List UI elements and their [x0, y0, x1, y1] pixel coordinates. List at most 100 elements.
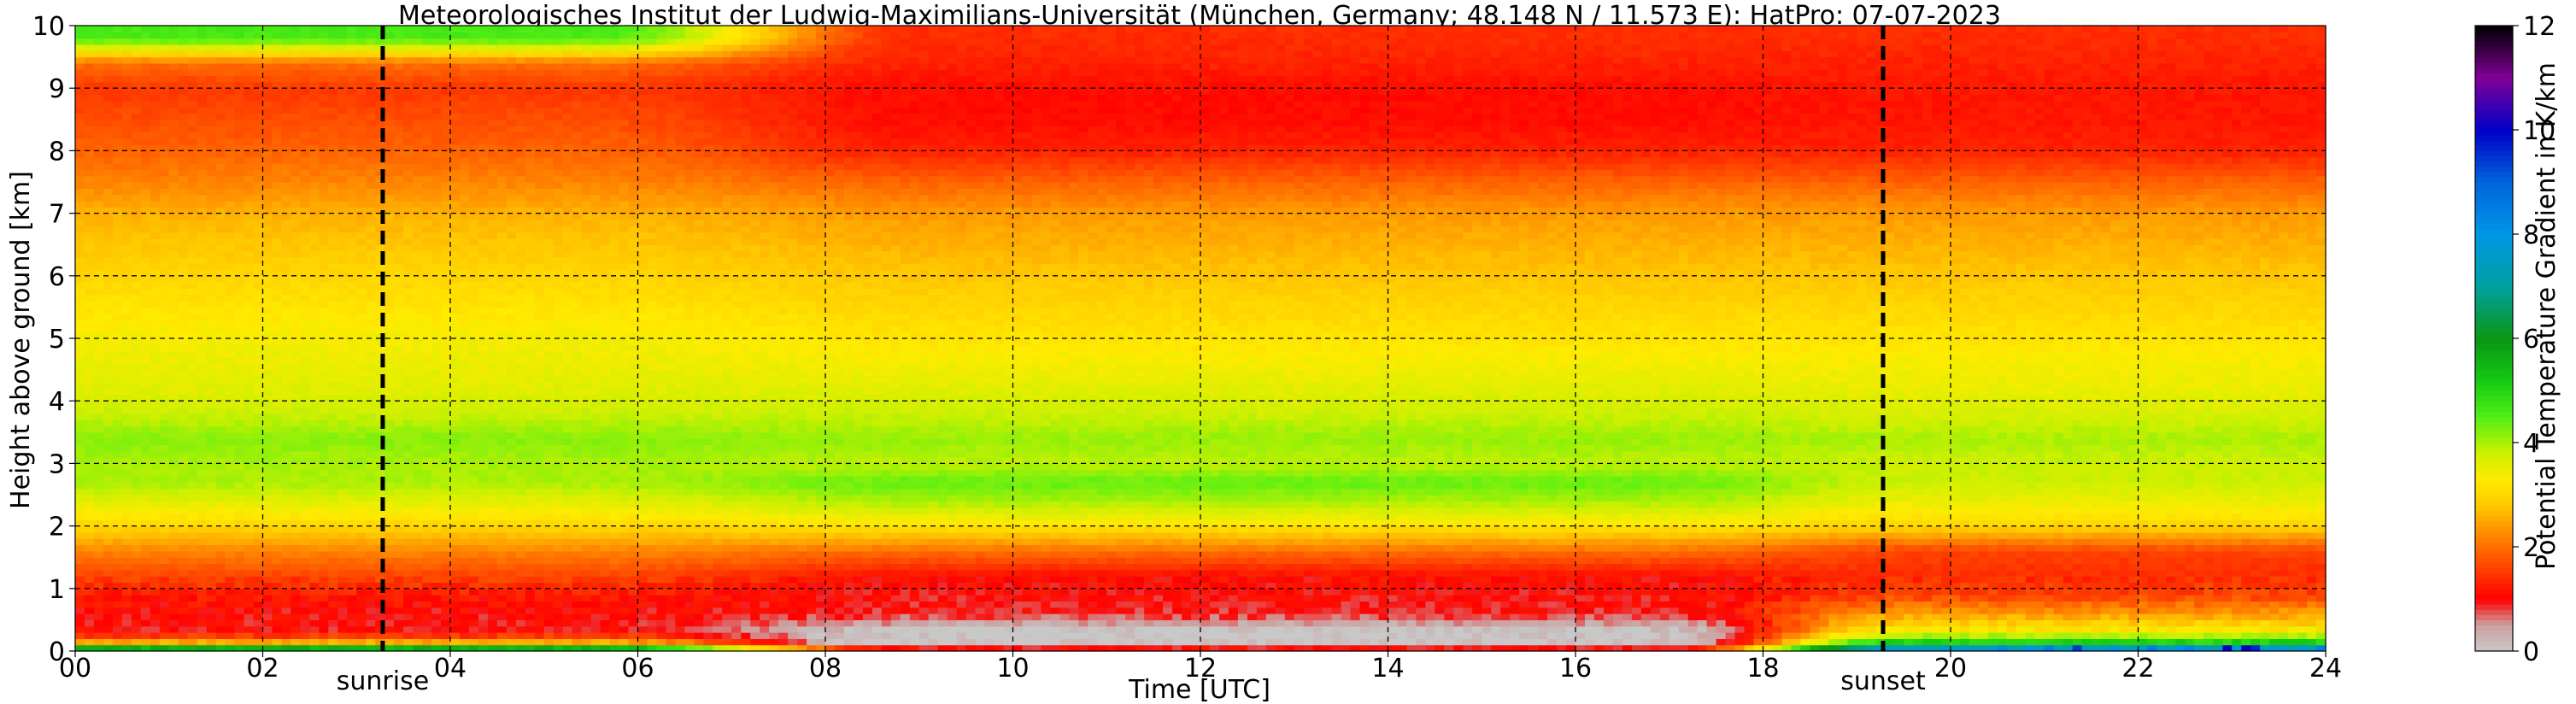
heatmap-cell — [235, 95, 245, 102]
heatmap-cell — [328, 257, 338, 264]
heatmap-cell — [160, 157, 170, 164]
heatmap-cell — [337, 188, 348, 195]
heatmap-cell — [469, 32, 479, 38]
heatmap-cell — [347, 408, 357, 414]
heatmap-cell — [290, 126, 301, 132]
heatmap-cell — [460, 238, 470, 245]
heatmap-cell — [244, 107, 255, 114]
heatmap-cell — [497, 451, 508, 458]
heatmap-cell — [141, 314, 151, 320]
heatmap-cell — [226, 50, 236, 57]
heatmap-cell — [469, 557, 479, 564]
heatmap-cell — [263, 370, 273, 377]
heatmap-cell — [75, 32, 85, 38]
heatmap-cell — [403, 295, 414, 302]
heatmap-cell — [75, 182, 85, 189]
heatmap-cell — [309, 138, 320, 145]
heatmap-cell — [263, 564, 273, 571]
heatmap-cell — [235, 532, 245, 539]
heatmap-cell — [525, 195, 536, 202]
heatmap-cell — [141, 38, 151, 45]
heatmap-cell — [272, 363, 282, 370]
heatmap-cell — [497, 414, 508, 420]
heatmap-cell — [328, 632, 338, 639]
heatmap-cell — [413, 138, 423, 145]
heatmap-cell — [122, 176, 132, 183]
heatmap-cell — [207, 507, 217, 514]
heatmap-cell — [319, 607, 329, 614]
heatmap-cell — [216, 476, 226, 483]
heatmap-cell — [450, 195, 461, 202]
heatmap-cell — [431, 182, 442, 189]
heatmap-cell — [347, 32, 357, 38]
heatmap-cell — [441, 419, 451, 426]
heatmap-cell — [469, 101, 479, 108]
heatmap-cell — [460, 538, 470, 545]
heatmap-cell — [366, 326, 376, 332]
heatmap-cell — [103, 489, 114, 496]
heatmap-cell — [507, 408, 517, 414]
heatmap-cell — [525, 50, 536, 57]
heatmap-cell — [403, 463, 414, 470]
heatmap-cell — [356, 214, 367, 220]
heatmap-cell — [507, 120, 517, 126]
heatmap-cell — [394, 301, 404, 308]
heatmap-cell — [441, 138, 451, 145]
heatmap-cell — [309, 451, 320, 458]
heatmap-cell — [535, 69, 545, 76]
heatmap-cell — [319, 363, 329, 370]
heatmap-cell — [254, 32, 264, 38]
heatmap-cell — [75, 107, 85, 114]
heatmap-cell — [497, 257, 508, 264]
heatmap-cell — [516, 314, 526, 320]
heatmap-cell — [160, 26, 170, 32]
heatmap-cell — [347, 251, 357, 258]
heatmap-cell — [488, 113, 498, 120]
heatmap-cell — [254, 601, 264, 607]
heatmap-cell — [516, 50, 526, 57]
heatmap-cell — [478, 26, 489, 32]
heatmap-cell — [169, 564, 179, 571]
heatmap-cell — [431, 476, 442, 483]
heatmap-cell — [244, 176, 255, 183]
heatmap-cell — [403, 526, 414, 533]
heatmap-cell — [328, 495, 338, 502]
heatmap-cell — [441, 382, 451, 389]
heatmap-cell — [422, 107, 432, 114]
heatmap-cell — [469, 476, 479, 483]
heatmap-cell — [488, 576, 498, 583]
heatmap-cell — [169, 50, 179, 57]
heatmap-cell — [263, 32, 273, 38]
heatmap-cell — [281, 545, 291, 552]
heatmap-cell — [337, 432, 348, 439]
heatmap-cell — [507, 263, 517, 270]
heatmap-cell — [197, 595, 208, 601]
heatmap-cell — [281, 414, 291, 420]
heatmap-cell — [244, 301, 255, 308]
heatmap-cell — [226, 226, 236, 232]
heatmap-cell — [254, 501, 264, 507]
heatmap-cell — [309, 638, 320, 645]
heatmap-cell — [469, 619, 479, 626]
heatmap-cell — [244, 320, 255, 326]
heatmap-cell — [75, 589, 85, 595]
heatmap-cell — [394, 632, 404, 639]
heatmap-cell — [300, 419, 310, 426]
heatmap-cell — [141, 120, 151, 126]
heatmap-cell — [469, 263, 479, 270]
heatmap-cell — [254, 150, 264, 157]
heatmap-cell — [235, 251, 245, 258]
heatmap-cell — [347, 601, 357, 607]
heatmap-cell — [535, 238, 545, 245]
heatmap-cell — [179, 188, 189, 195]
heatmap-cell — [507, 320, 517, 326]
heatmap-cell — [403, 257, 414, 264]
heatmap-cell — [207, 425, 217, 432]
heatmap-cell — [516, 570, 526, 577]
heatmap-cell — [347, 432, 357, 439]
heatmap-cell — [197, 376, 208, 383]
heatmap-cell — [160, 38, 170, 45]
heatmap-cell — [216, 338, 226, 345]
heatmap-cell — [263, 220, 273, 226]
heatmap-cell — [113, 432, 123, 439]
